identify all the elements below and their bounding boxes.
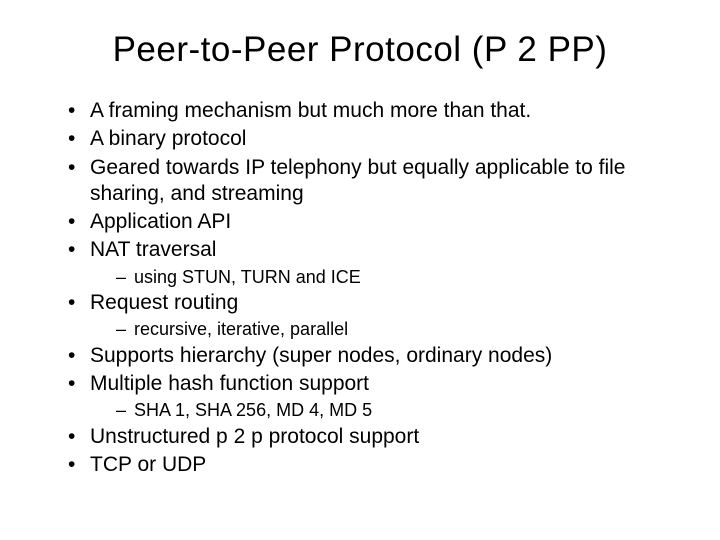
sub-bullet-list: SHA 1, SHA 256, MD 4, MD 5 — [90, 399, 680, 422]
bullet-text: Geared towards IP telephony but equally … — [90, 156, 625, 205]
bullet-text: TCP or UDP — [90, 453, 206, 476]
bullet-item: A framing mechanism but much more than t… — [68, 98, 680, 124]
bullet-text: Request routing — [90, 291, 238, 314]
sub-bullet-text: using STUN, TURN and ICE — [134, 267, 361, 287]
bullet-item: Geared towards IP telephony but equally … — [68, 155, 680, 208]
sub-bullet-text: SHA 1, SHA 256, MD 4, MD 5 — [134, 400, 372, 420]
sub-bullet-list: recursive, iterative, parallel — [90, 318, 680, 341]
slide: Peer-to-Peer Protocol (P 2 PP) A framing… — [0, 0, 720, 540]
bullet-text: A framing mechanism but much more than t… — [90, 99, 531, 122]
bullet-text: Application API — [90, 210, 231, 233]
bullet-text: Supports hierarchy (super nodes, ordinar… — [90, 344, 552, 367]
bullet-item: Unstructured p 2 p protocol support — [68, 424, 680, 450]
bullet-item: Multiple hash function support SHA 1, SHA… — [68, 371, 680, 422]
sub-bullet-text: recursive, iterative, parallel — [134, 319, 348, 339]
sub-bullet-list: using STUN, TURN and ICE — [90, 266, 680, 289]
sub-bullet-item: SHA 1, SHA 256, MD 4, MD 5 — [116, 399, 680, 422]
bullet-item: Application API — [68, 209, 680, 235]
sub-bullet-item: using STUN, TURN and ICE — [116, 266, 680, 289]
sub-bullet-item: recursive, iterative, parallel — [116, 318, 680, 341]
bullet-item: A binary protocol — [68, 126, 680, 152]
bullet-item: Supports hierarchy (super nodes, ordinar… — [68, 343, 680, 369]
bullet-item: Request routing recursive, iterative, par… — [68, 290, 680, 341]
bullet-text: NAT traversal — [90, 238, 216, 261]
bullet-item: TCP or UDP — [68, 452, 680, 478]
bullet-text: Unstructured p 2 p protocol support — [90, 425, 419, 448]
bullet-item: NAT traversal using STUN, TURN and ICE — [68, 237, 680, 288]
bullet-list: A framing mechanism but much more than t… — [40, 98, 680, 478]
bullet-text: A binary protocol — [90, 127, 246, 150]
slide-title: Peer-to-Peer Protocol (P 2 PP) — [40, 30, 680, 70]
bullet-text: Multiple hash function support — [90, 372, 369, 395]
